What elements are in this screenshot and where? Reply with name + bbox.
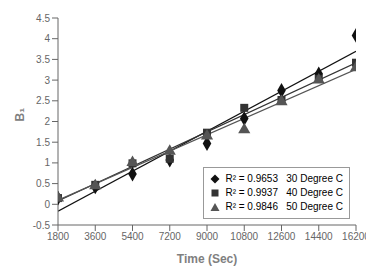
svg-text:7200: 7200 xyxy=(159,231,182,242)
html-text:R² = 0.9653 30 Degree C: R² = 0.9653 30 Degree C xyxy=(225,173,343,184)
svg-text:3600: 3600 xyxy=(84,231,107,242)
svg-text:Time (Sec): Time (Sec) xyxy=(177,252,237,266)
svg-text:12600: 12600 xyxy=(268,231,296,242)
svg-text:14400: 14400 xyxy=(305,231,333,242)
svg-text:10800: 10800 xyxy=(230,231,258,242)
svg-text:9000: 9000 xyxy=(196,231,219,242)
svg-text:5400: 5400 xyxy=(121,231,144,242)
svg-text:3: 3 xyxy=(44,75,50,86)
svg-text:4.5: 4.5 xyxy=(36,13,50,24)
svg-text:1800: 1800 xyxy=(47,231,70,242)
svg-text:B₁: B₁ xyxy=(13,108,27,122)
svg-text:4: 4 xyxy=(44,33,50,44)
svg-text:16200: 16200 xyxy=(342,231,366,242)
html-text:R² = 0.9846 50 Degree C: R² = 0.9846 50 Degree C xyxy=(225,201,343,212)
svg-text:3.5: 3.5 xyxy=(36,54,50,65)
svg-text:1: 1 xyxy=(44,157,50,168)
svg-text:0.5: 0.5 xyxy=(36,178,50,189)
svg-text:2.5: 2.5 xyxy=(36,95,50,106)
svg-text:0: 0 xyxy=(44,199,50,210)
svg-text:1.5: 1.5 xyxy=(36,137,50,148)
html-text:R² = 0.9937 40 Degree C: R² = 0.9937 40 Degree C xyxy=(225,187,343,198)
svg-text:-0.5: -0.5 xyxy=(33,220,51,231)
svg-text:2: 2 xyxy=(44,116,50,127)
